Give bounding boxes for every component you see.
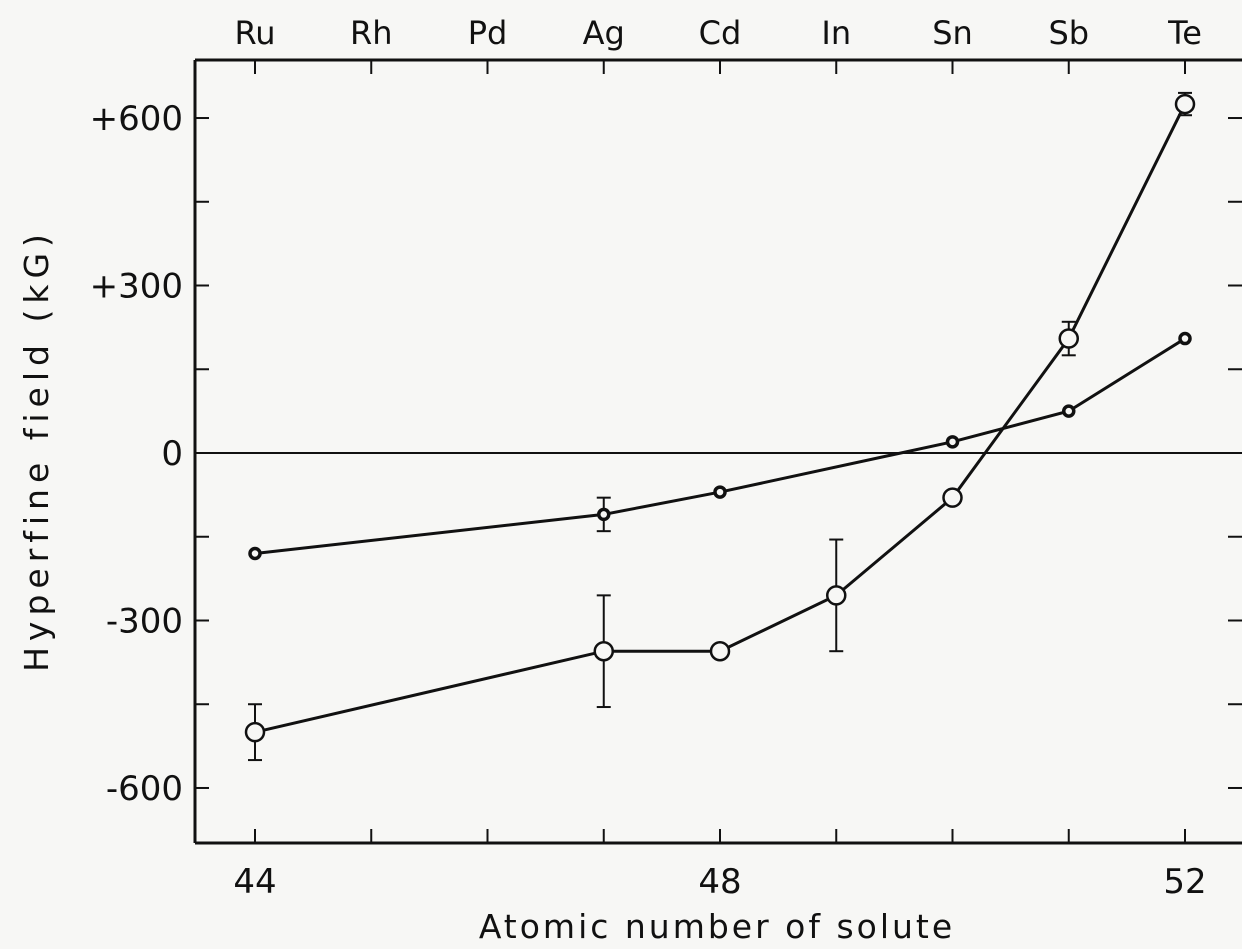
open-circle-point	[942, 487, 963, 508]
series-markers	[244, 91, 1196, 762]
y-tick-label: 0	[161, 434, 183, 474]
top-element-label: Pd	[468, 14, 508, 52]
axis-labels: 44 48 52 +600 +300 0 -300 -600 Ru Rh Pd Ag Cd In Sn Sb T…	[90, 14, 1207, 902]
small-circle-point	[1062, 404, 1076, 418]
y-tick-label: -600	[106, 769, 183, 809]
open-circle-point	[709, 640, 731, 662]
open-circle-point	[244, 721, 266, 743]
small-circle-point	[945, 435, 960, 449]
y-tick-label: -300	[106, 601, 183, 641]
top-element-label: Cd	[699, 14, 742, 52]
series-lines	[254, 103, 1187, 734]
small-circle-point	[713, 485, 727, 499]
x-tick-label: 52	[1163, 862, 1206, 902]
top-element-label: Te	[1167, 14, 1202, 52]
x-tick-label: 44	[233, 862, 276, 902]
top-element-label: Sb	[1048, 14, 1089, 52]
top-element-label: Ag	[583, 14, 625, 52]
plot-frame	[193, 58, 1242, 845]
small-circle-point	[248, 546, 262, 561]
open-circle-point	[826, 585, 847, 606]
small-circle-point	[597, 507, 611, 522]
top-element-label: Sn	[932, 14, 973, 52]
series-1-line	[254, 337, 1186, 555]
y-axis-title: Hyperfine field (kG)	[17, 228, 56, 672]
open-circle-point	[1058, 328, 1079, 349]
y-tick-label: +600	[90, 99, 183, 139]
y-tick-label: +300	[90, 267, 183, 307]
axis-ticks	[195, 60, 1242, 843]
x-tick-label: 48	[698, 862, 741, 902]
top-element-label: In	[821, 14, 851, 52]
x-axis-title: Atomic number of solute	[479, 907, 955, 946]
top-element-label: Rh	[350, 14, 393, 52]
open-circle-point	[593, 640, 614, 662]
small-circle-point	[1178, 331, 1192, 346]
top-element-label: Ru	[234, 14, 275, 52]
open-circle-point	[1174, 93, 1196, 115]
